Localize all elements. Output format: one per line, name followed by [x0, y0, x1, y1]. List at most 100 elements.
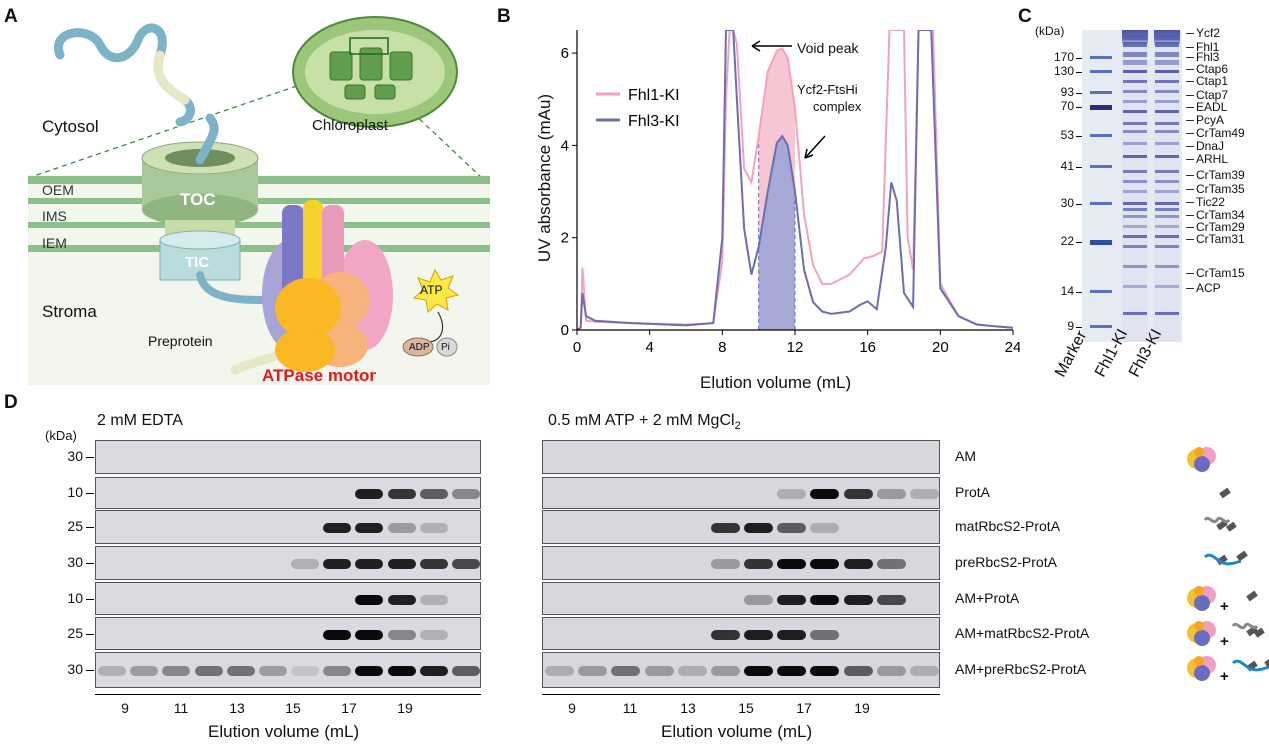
blot-x-axis — [95, 694, 481, 695]
marker-tick — [1076, 204, 1082, 205]
marker-tick-label: 130 — [1053, 64, 1074, 78]
blot-band — [777, 489, 807, 499]
protein-bracket — [1186, 273, 1194, 274]
series-line-2 — [577, 30, 1013, 330]
blot-band — [451, 489, 480, 499]
protein-band — [1123, 110, 1147, 113]
iem-label: IEM — [42, 235, 67, 251]
protein-label: CrTam35 — [1196, 182, 1245, 196]
protein-label: CrTam39 — [1196, 168, 1245, 182]
blot-x-axis-label: Elution volume (mL) — [661, 722, 813, 741]
blot-row-kda: 25 — [67, 518, 83, 534]
protein-band — [1123, 122, 1147, 125]
blot-band — [451, 559, 480, 569]
protein-band — [1155, 170, 1179, 173]
blot-x-axis-label: Elution volume (mL) — [208, 722, 360, 741]
blot-left-strip — [95, 546, 481, 580]
blot-band — [810, 559, 840, 569]
panel-a-schematic — [27, 16, 490, 385]
blot-row-kda: 25 — [67, 624, 83, 641]
blot-band — [291, 666, 320, 676]
panel-d-letter: D — [4, 392, 18, 413]
protein-band — [1155, 80, 1179, 83]
blot-band — [744, 523, 774, 533]
blot-band — [323, 523, 352, 533]
lane-label: Marker — [1052, 328, 1091, 380]
stroma-label: Stroma — [42, 302, 97, 321]
blot-left-strip — [95, 617, 481, 650]
protein-band — [1123, 130, 1147, 133]
marker-band — [1090, 165, 1112, 168]
blot-band — [843, 594, 873, 605]
adp-label: ADP — [409, 342, 430, 353]
blot-x-tick-label: 15 — [738, 700, 754, 716]
protein-bracket — [1186, 33, 1194, 34]
panel-c-letter: C — [1018, 6, 1032, 27]
blot-x-tick-label: 9 — [121, 700, 129, 716]
blot-band — [777, 629, 807, 640]
protein-band — [1123, 52, 1147, 57]
blot-band — [130, 666, 159, 676]
protein-label: ARHL — [1196, 152, 1229, 166]
protein-label: Tic22 — [1196, 195, 1225, 209]
toc-label: TOC — [180, 190, 216, 209]
blot-row-label: AM — [955, 448, 976, 464]
marker-band — [1090, 91, 1112, 94]
marker-band — [1090, 105, 1112, 110]
protein-band — [1155, 130, 1179, 133]
marker-tick-label: 30 — [1060, 196, 1074, 210]
protein-band — [1123, 60, 1147, 65]
right-title-sub: 2 — [734, 420, 741, 433]
protein-band — [1155, 100, 1179, 103]
blot-band — [777, 666, 807, 676]
blot-band — [777, 523, 807, 533]
protein-band — [1155, 190, 1179, 193]
protein-band — [1123, 90, 1147, 93]
blot-band — [578, 666, 608, 676]
marker-tick-label: 22 — [1060, 234, 1074, 248]
marker-tick-label: 53 — [1060, 128, 1074, 142]
blot-row-kda: 30 — [67, 661, 83, 677]
prota-icon — [1219, 487, 1231, 499]
blot-band — [744, 594, 774, 605]
blot-band — [611, 666, 641, 676]
blot-band — [194, 666, 223, 676]
protein-band — [1155, 285, 1179, 288]
blot-x-tick-label: 9 — [568, 700, 576, 716]
protein-bracket — [1186, 175, 1194, 176]
motor-prota-icon — [1187, 586, 1258, 611]
blot-band — [323, 559, 352, 569]
blot-band — [387, 594, 416, 605]
x-tick-label: 4 — [645, 339, 653, 356]
blot-x-axis — [542, 694, 940, 695]
blot-band — [777, 594, 807, 605]
atpase-motor-label: ATPase motor — [262, 366, 376, 385]
blot-band — [876, 489, 906, 499]
x-tick-label: 0 — [573, 339, 581, 356]
marker-band — [1090, 134, 1112, 137]
protein-bracket — [1186, 146, 1194, 147]
protein-label: Fhl1 — [1196, 40, 1220, 54]
blot-band — [876, 594, 906, 605]
blot-band — [355, 594, 384, 605]
blot-right-strip — [542, 510, 940, 544]
plus-sign: + — [1220, 633, 1229, 650]
blot-band — [677, 666, 707, 676]
protein-label: Fhl3 — [1196, 50, 1220, 64]
protein-band — [1123, 202, 1147, 205]
blot-row-kda-tick — [86, 633, 94, 635]
protein-bracket — [1186, 69, 1194, 70]
protein-band — [1155, 70, 1179, 73]
blot-band — [419, 594, 448, 605]
blot-band — [355, 523, 384, 533]
blot-band — [744, 629, 774, 640]
protein-band — [1155, 142, 1179, 145]
ims-label: IMS — [42, 208, 67, 224]
fhl3-shaded-area — [758, 136, 795, 330]
blot-row-kda-tick — [86, 670, 94, 671]
blot-x-tick-label: 11 — [622, 700, 638, 716]
protein-bracket — [1186, 57, 1194, 58]
blot-band — [162, 666, 191, 676]
protein-bracket — [1186, 215, 1194, 216]
protein-band — [1155, 225, 1179, 228]
